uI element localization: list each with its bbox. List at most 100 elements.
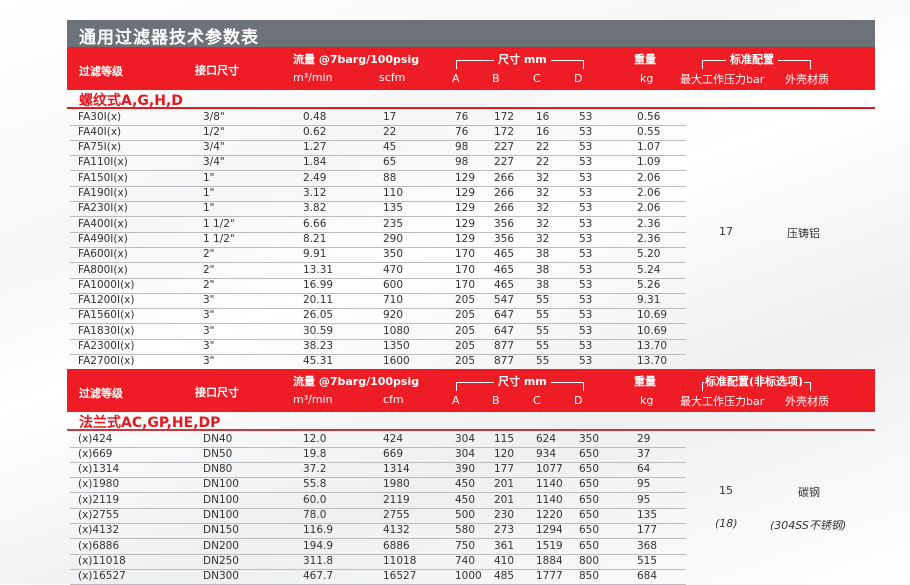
cell-flow-m3: 1.84 [303,156,327,169]
cell-dim-b: 877 [494,340,515,352]
col-m3: m³/min [293,71,333,84]
section-divider [67,107,875,109]
table-row: FA1830I(x) 3" 30.59 1080 205 647 55 53 10.69 [70,324,686,340]
cell-grade: FA150I(x) [78,171,128,184]
cell-port: 1" [203,202,215,215]
table-row: FA190I(x) 1" 3.12 110 129 266 32 53 2.06 [70,186,686,202]
table-row: FA490I(x) 1 1/2" 8.21 290 129 356 32 53 2.36 [70,232,686,248]
cell-port: 3" [203,324,215,337]
col-cfm: cfm [383,393,404,406]
page-title: 通用过滤器技术参数表 [79,28,259,48]
cell-port: 2" [203,248,215,261]
cell-flow-cfm: 710 [383,294,404,307]
table-row: FA2300I(x) 3" 38.23 1350 205 877 55 53 13.70 [70,339,686,355]
cell-dim-d: 53 [579,156,593,169]
cell-dim-d: 53 [579,202,593,215]
cell-grade: (x)11018 [78,554,126,567]
table-row: FA1560I(x) 3" 26.05 920 205 647 55 53 10.69 [70,308,686,325]
cell-grade: (x)669 [78,447,113,460]
cell-grade: FA40I(x) [78,125,122,138]
cell-dim-c: 55 [536,340,550,352]
cell-dim-b: 465 [494,248,515,261]
cell-port: 1 1/2" [203,232,235,245]
cell-flow-cfm: 920 [383,309,404,322]
table-row: (x)1980 DN100 55.8 1980 450 201 1140 650 95 [70,477,686,494]
cell-weight: 2.06 [637,187,661,199]
cell-dim-c: 32 [536,232,550,245]
cell-dim-c: 32 [536,187,550,199]
cell-grade: FA400I(x) [78,217,128,230]
col-grade: 过滤等级 [79,65,123,78]
cell-dim-b: 356 [494,232,515,245]
cell-flow-cfm: 1350 [383,340,410,352]
cell-grade: (x)424 [78,432,113,445]
cell-dim-b: 172 [494,110,515,123]
cell-flow-m3: 60.0 [303,493,327,506]
col-weight: 重量 [634,375,656,388]
cell-dim-c: 1140 [536,478,563,491]
table-row: (x)2119 DN100 60.0 2119 450 201 1140 650 95 [70,493,686,509]
cell-dim-c: 1140 [536,493,563,506]
cell-dim-c: 1519 [536,539,563,552]
cell-dim-d: 650 [579,509,600,521]
title-bar: 通用过滤器技术参数表 [67,20,875,48]
cell-flow-cfm: 235 [383,217,404,230]
cell-dim-a: 205 [455,294,476,307]
cell-dim-c: 16 [536,125,550,138]
cell-dim-b: 273 [494,524,515,537]
cell-port: DN200 [203,539,239,552]
cell-weight: 2.36 [637,217,661,230]
table-row: FA30I(x) 3/8" 0.48 17 76 172 16 53 0.56 [70,110,686,126]
cell-grade: FA2700I(x) [78,355,135,368]
cell-weight: 368 [637,539,658,552]
col-dims: 尺寸 mm [494,51,551,67]
cell-dim-d: 53 [579,187,593,199]
table-row: (x)669 DN50 19.8 669 304 120 934 650 37 [70,447,686,463]
cell-dim-c: 32 [536,217,550,230]
cell-grade: FA490I(x) [78,232,128,245]
cell-dim-d: 53 [579,141,593,154]
cell-flow-cfm: 669 [383,447,404,460]
cell-grade: FA1830I(x) [78,324,135,337]
cell-dim-d: 650 [579,447,600,460]
cell-dim-d: 53 [579,110,593,123]
cell-dim-c: 32 [536,171,550,184]
cell-dim-b: 266 [494,202,515,215]
col-d: D [574,72,583,85]
cell-grade: (x)16527 [78,570,126,583]
cell-flow-cfm: 88 [383,171,397,184]
cell-weight: 95 [637,478,651,491]
col-a: A [452,72,460,85]
cell-flow-m3: 1.27 [303,141,327,154]
cell-grade: FA800I(x) [78,263,128,276]
cell-dim-a: 129 [455,217,476,230]
cell-dim-d: 53 [579,232,593,245]
cell-flow-cfm: 290 [383,232,404,245]
table-row: FA110I(x) 3/4" 1.84 65 98 227 22 53 1.09 [70,155,686,172]
cell-port: 3" [203,355,215,368]
cell-port: DN40 [203,432,233,445]
cell-flow-cfm: 424 [383,432,404,445]
col-dims: 尺寸 mm [494,373,551,389]
col-flow: 流量 @7barg/100psig [293,375,420,388]
cell-weight: 9.31 [637,294,661,307]
cell-flow-m3: 3.82 [303,202,327,215]
cell-weight: 37 [637,447,651,460]
cell-dim-c: 55 [536,294,550,307]
col-c: C [533,394,541,407]
cell-dim-d: 53 [579,248,593,261]
cell-dim-b: 410 [494,554,515,567]
flanged-material: 碳钢 [798,486,820,499]
col-kg: kg [640,72,654,85]
col-material: 外壳材质 [785,73,829,86]
cell-flow-cfm: 6886 [383,539,410,552]
cell-port: 2" [203,278,215,291]
cell-dim-b: 227 [494,156,515,169]
cell-dim-c: 38 [536,248,550,261]
cell-port: 1/2" [203,125,225,138]
cell-dim-c: 1220 [536,509,563,521]
cell-port: 1" [203,171,215,184]
cell-dim-c: 55 [536,309,550,322]
cell-flow-cfm: 16527 [383,570,417,583]
cell-dim-d: 53 [579,278,593,291]
